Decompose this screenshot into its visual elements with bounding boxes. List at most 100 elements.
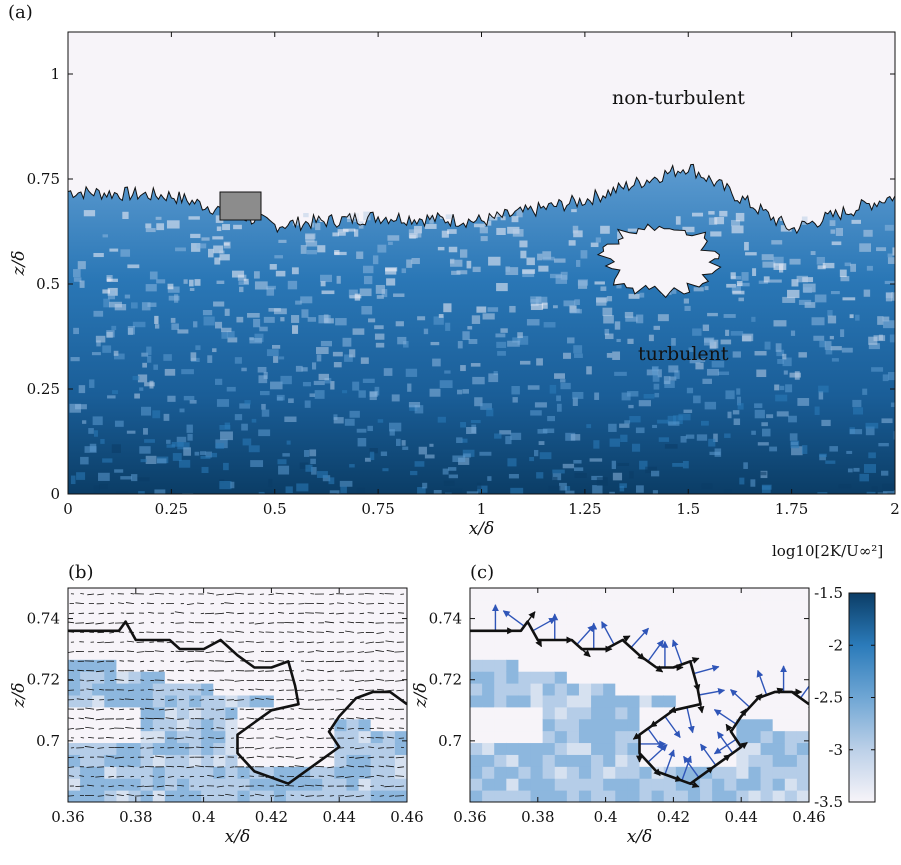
speckle [574, 472, 587, 479]
velocity-vector [245, 641, 255, 643]
speckle [796, 275, 809, 283]
speckle [565, 432, 576, 441]
speckle [590, 242, 599, 248]
speckle [424, 454, 435, 459]
speckle [536, 472, 544, 479]
velocity-vector [108, 776, 115, 778]
velocity-vector [364, 680, 375, 682]
field-cell [615, 766, 628, 779]
speckle [193, 321, 198, 328]
field-cell [494, 671, 507, 684]
speckle [682, 226, 695, 233]
velocity-vector [358, 602, 365, 604]
speckle [487, 307, 499, 312]
field-cell [152, 599, 166, 613]
colorbar-title: log10[2K/U∞²] [772, 542, 884, 560]
velocity-vector [254, 697, 265, 700]
field-cell [68, 706, 81, 720]
speckle [509, 305, 516, 313]
speckle [275, 270, 286, 277]
field-cell [482, 778, 495, 791]
field-cell [261, 635, 275, 648]
speckle [391, 394, 400, 402]
velocity-vector [186, 660, 195, 663]
speckle [448, 474, 458, 479]
velocity-vector [204, 612, 215, 615]
speckle [441, 230, 449, 238]
field-cell [164, 742, 178, 755]
speckle [232, 270, 245, 278]
field-cell [772, 718, 786, 732]
field-cell [627, 778, 640, 791]
speckle [559, 482, 567, 491]
field-cell [760, 635, 774, 648]
field-cell [712, 718, 725, 732]
field-cell [736, 766, 749, 779]
velocity-vector [386, 612, 395, 615]
speckle [305, 233, 316, 240]
velocity-vector [367, 612, 375, 614]
field-cell [334, 623, 347, 637]
field-cell [382, 647, 396, 660]
speckle [595, 237, 601, 243]
speckle [839, 269, 847, 277]
velocity-vector [234, 699, 245, 701]
velocity-vector [327, 766, 335, 769]
speckle [132, 375, 140, 381]
field-cell [164, 718, 178, 732]
field-cell [237, 683, 251, 696]
speckle [667, 415, 676, 425]
velocity-vector [214, 612, 225, 615]
velocity-vector [96, 708, 105, 711]
field-cell [370, 599, 384, 613]
speckle [406, 259, 413, 268]
field-cell [140, 706, 154, 720]
speckle [791, 446, 803, 456]
field-cell [578, 718, 592, 732]
field-cell [470, 671, 483, 684]
velocity-vector [254, 622, 265, 625]
normal-vector [601, 621, 615, 645]
speckle [730, 331, 744, 336]
velocity-vector [395, 680, 405, 682]
field-cell [370, 683, 384, 696]
field-cell [310, 647, 323, 660]
field-cell [482, 730, 495, 744]
speckle [530, 299, 539, 307]
field-cell [796, 635, 809, 648]
field-cell [748, 683, 762, 696]
velocity-vector [317, 669, 325, 672]
velocity-vector [268, 593, 275, 596]
speckle [725, 390, 735, 400]
speckle [120, 476, 132, 480]
field-cell [554, 742, 568, 755]
speckle [564, 486, 571, 491]
field-cell [784, 635, 798, 648]
speckle [388, 422, 402, 432]
velocity-vector [365, 776, 375, 778]
speckle [188, 216, 200, 220]
velocity-vector [254, 793, 265, 796]
speckle [708, 211, 715, 215]
speckle [741, 272, 749, 281]
speckle [877, 492, 888, 494]
speckle [472, 376, 485, 385]
field-cell [394, 623, 407, 637]
field-cell [663, 588, 677, 601]
velocity-vector [105, 755, 115, 758]
speckle [745, 252, 757, 256]
field-cell [128, 754, 142, 767]
field-cell [712, 635, 725, 648]
speckle [668, 365, 679, 373]
speckle [111, 325, 117, 331]
field-cell [249, 611, 263, 625]
field-cell [225, 683, 238, 696]
field-cell [370, 718, 384, 732]
speckle [251, 418, 257, 423]
field-cell [261, 671, 275, 684]
panel-a: 0 0.25 0.5 0.75 1 1.25 1.5 1.75 200.250.50.751x/… [9, 31, 900, 539]
speckle [756, 369, 767, 378]
speckle [149, 271, 158, 280]
speckle [457, 389, 463, 395]
field-cell [470, 730, 483, 744]
